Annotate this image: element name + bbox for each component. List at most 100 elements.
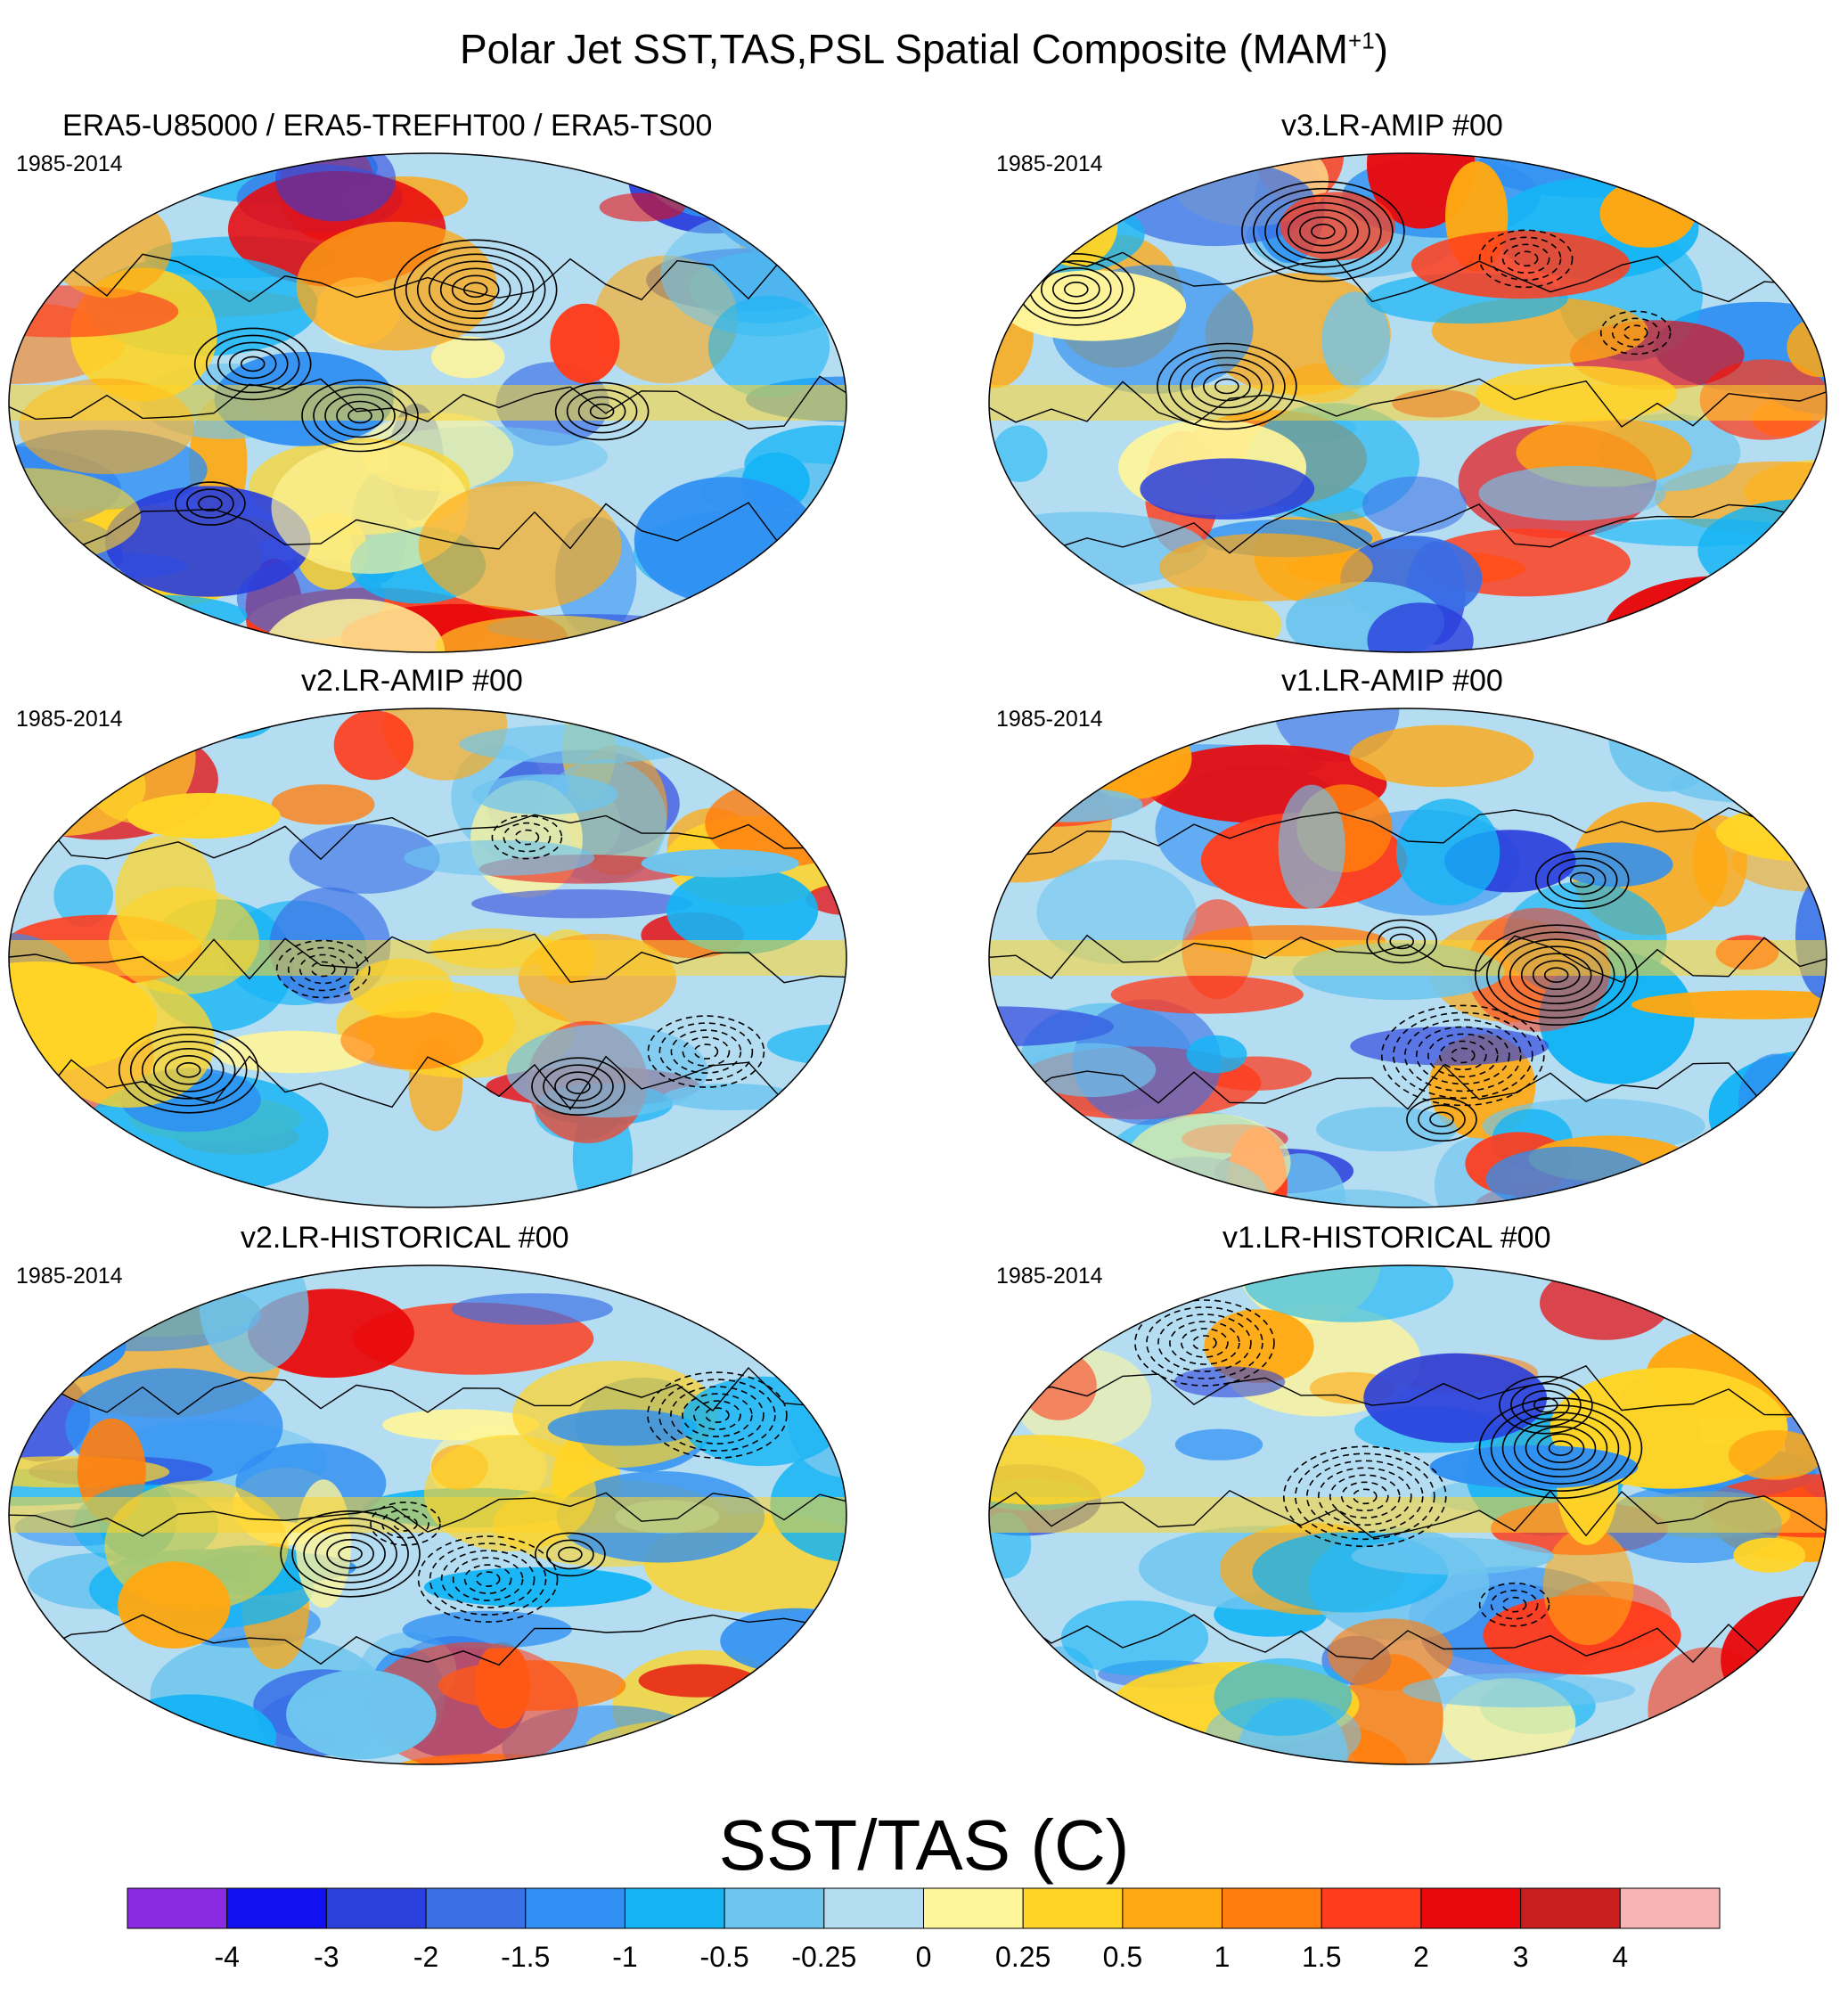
- psl-contour: [9, 812, 846, 861]
- colorbar-swatch: [624, 1887, 725, 1929]
- colorbar-swatch: [1022, 1887, 1124, 1929]
- anomaly-region: [1125, 1113, 1291, 1207]
- psl-contour: [1534, 850, 1630, 910]
- psl-contour: [989, 251, 1827, 303]
- anomaly-region: [1186, 1035, 1247, 1074]
- anomaly-region: [634, 477, 819, 605]
- psl-contour: [291, 1517, 409, 1591]
- psl-contour: [1438, 1040, 1487, 1071]
- psl-contour: [1241, 180, 1405, 282]
- colorbar-tick-label: 0.5: [1103, 1941, 1142, 1973]
- colorbar-tick-label: -1.5: [501, 1941, 550, 1973]
- anomaly-region: [989, 940, 1827, 976]
- psl-contour: [1623, 324, 1648, 341]
- anomaly-region: [118, 1561, 231, 1649]
- psl-contour: [543, 1064, 614, 1109]
- anomaly-region: [53, 864, 113, 927]
- psl-contour: [186, 488, 234, 519]
- composite-map: [8, 152, 847, 653]
- colorbar-tick-label: 1: [1214, 1941, 1231, 1973]
- psl-contour: [439, 267, 511, 313]
- psl-contour: [463, 1564, 512, 1594]
- psl-contour: [416, 253, 535, 327]
- anomaly-region: [1599, 153, 1738, 176]
- psl-contour: [370, 1502, 441, 1546]
- psl-contour: [989, 1614, 1827, 1664]
- psl-contour: [9, 1055, 846, 1110]
- colorbar-tick-label: -0.25: [791, 1941, 856, 1973]
- anomaly-region: [1728, 1430, 1823, 1480]
- colorbar-tick-label: 1.5: [1302, 1941, 1341, 1973]
- anomaly-region: [989, 1497, 1827, 1533]
- anomaly-region: [1362, 476, 1468, 534]
- anomaly-region: [550, 303, 620, 384]
- psl-contour: [989, 1489, 1827, 1539]
- psl-contour: [1569, 871, 1595, 888]
- colorbar-swatch: [1420, 1887, 1522, 1929]
- psl-contour: [1546, 857, 1618, 903]
- anomaly-region: [750, 708, 846, 782]
- anomaly-region: [296, 221, 497, 351]
- panel-title: ERA5-U85000 / ERA5-TREFHT00 / ERA5-TS00: [62, 109, 713, 143]
- anomaly-region: [999, 153, 1146, 167]
- map-outline: [988, 708, 1828, 1208]
- psl-contour: [1192, 1335, 1217, 1351]
- psl-contour: [989, 1364, 1827, 1416]
- anomaly-region: [745, 1141, 846, 1207]
- psl-contour: [546, 1539, 594, 1570]
- psl-contour: [1317, 1467, 1412, 1526]
- psl-contour: [280, 1510, 421, 1598]
- psl-contour: [198, 495, 223, 511]
- anomaly-region: [1036, 859, 1197, 964]
- psl-contour: [989, 806, 1827, 856]
- psl-contour: [693, 1400, 741, 1430]
- colorbar-tick-label: -0.5: [700, 1941, 749, 1973]
- panel-title: v2.LR-HISTORICAL #00: [241, 1221, 569, 1255]
- anomaly-region: [1478, 465, 1666, 521]
- anomaly-region: [1744, 1268, 1827, 1314]
- anomaly-region: [1158, 533, 1373, 601]
- psl-contour: [554, 381, 650, 441]
- psl-contour: [1180, 356, 1274, 416]
- psl-contour: [1191, 364, 1263, 409]
- psl-contour: [1378, 926, 1427, 957]
- psl-contour: [9, 1614, 846, 1666]
- psl-contour: [670, 1386, 765, 1444]
- anomaly-region: [1753, 708, 1827, 757]
- psl-contour: [589, 403, 615, 420]
- psl-contour: [1311, 223, 1336, 240]
- psl-contour: [440, 1550, 536, 1608]
- map-panel: v3.LR-AMIP #00 1985-2014: [980, 109, 1848, 661]
- anomaly-region: [1681, 708, 1754, 744]
- anomaly-region: [1363, 1353, 1548, 1444]
- psl-contour: [1418, 1104, 1466, 1135]
- psl-contour: [1543, 967, 1569, 984]
- panel-period: 1985-2014: [996, 707, 1103, 732]
- psl-contour: [693, 1043, 719, 1060]
- anomaly-region: [1021, 1351, 1097, 1420]
- psl-contour: [1427, 1033, 1499, 1078]
- psl-contour: [1288, 209, 1359, 254]
- panel-period: 1985-2014: [996, 1264, 1103, 1289]
- anomaly-region: [1075, 717, 1192, 799]
- anomaly-region: [989, 1265, 1084, 1313]
- psl-contour: [1558, 864, 1607, 896]
- anomaly-region: [1402, 1673, 1636, 1708]
- anomaly-region: [1733, 1537, 1806, 1573]
- panel-period: 1985-2014: [16, 151, 123, 176]
- psl-contour: [1282, 1445, 1447, 1548]
- psl-contour: [1389, 933, 1415, 950]
- psl-contour: [9, 1492, 846, 1537]
- psl-contour: [1305, 1460, 1424, 1534]
- psl-contour: [1533, 1396, 1558, 1413]
- anomaly-region: [75, 1265, 221, 1286]
- psl-contour: [535, 1532, 606, 1577]
- anomaly-region: [729, 1265, 846, 1302]
- psl-contour: [558, 1546, 583, 1563]
- psl-contour: [1134, 1299, 1275, 1387]
- anomaly-region: [9, 595, 209, 652]
- colorbar-swatch: [226, 1887, 327, 1929]
- psl-contour: [658, 1022, 754, 1081]
- anomaly-region: [682, 1376, 844, 1467]
- anomaly-region: [805, 882, 846, 916]
